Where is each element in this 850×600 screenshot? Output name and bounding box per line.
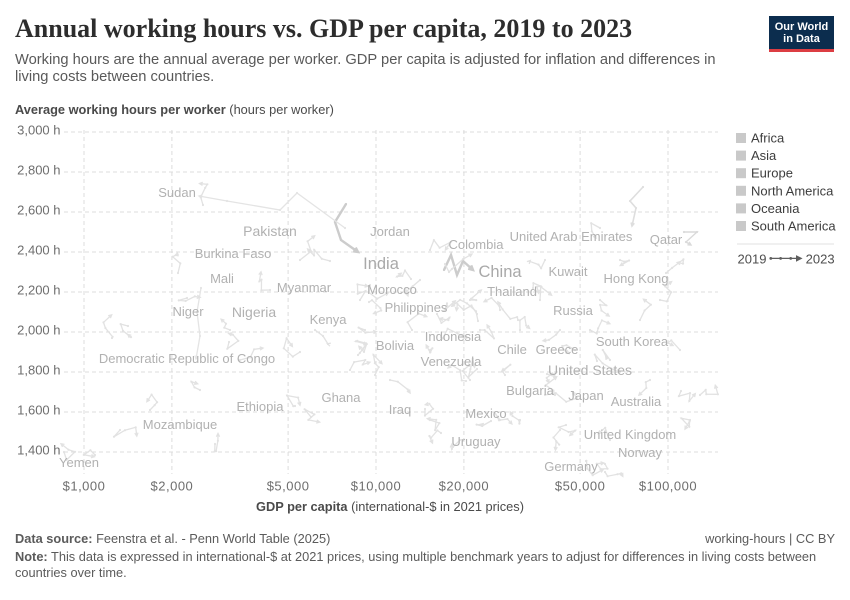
svg-text:Sudan: Sudan bbox=[158, 185, 196, 200]
svg-text:Russia: Russia bbox=[553, 303, 594, 318]
svg-text:Hong Kong: Hong Kong bbox=[603, 271, 668, 286]
svg-text:Mexico: Mexico bbox=[465, 406, 506, 421]
svg-text:Colombia: Colombia bbox=[449, 237, 505, 252]
svg-text:Bulgaria: Bulgaria bbox=[506, 383, 554, 398]
svg-text:Ghana: Ghana bbox=[321, 390, 361, 405]
svg-text:Burkina Faso: Burkina Faso bbox=[195, 246, 272, 261]
svg-text:Myanmar: Myanmar bbox=[277, 280, 332, 295]
svg-text:Pakistan: Pakistan bbox=[243, 223, 297, 239]
svg-text:1,800 h: 1,800 h bbox=[17, 363, 60, 378]
svg-text:Thailand: Thailand bbox=[487, 284, 537, 299]
svg-text:Venezuela: Venezuela bbox=[421, 354, 482, 369]
svg-text:2,000 h: 2,000 h bbox=[17, 323, 60, 338]
svg-text:India: India bbox=[363, 255, 400, 273]
svg-text:Niger: Niger bbox=[172, 304, 204, 319]
svg-text:Africa: Africa bbox=[751, 131, 785, 146]
svg-text:$100,000: $100,000 bbox=[639, 479, 697, 494]
svg-text:2,200 h: 2,200 h bbox=[17, 283, 60, 298]
svg-text:South America: South America bbox=[751, 219, 836, 234]
svg-text:Kenya: Kenya bbox=[310, 312, 348, 327]
svg-text:Nigeria: Nigeria bbox=[232, 304, 277, 320]
svg-text:Japan: Japan bbox=[568, 388, 603, 403]
svg-text:Oceania: Oceania bbox=[751, 201, 800, 216]
svg-text:Norway: Norway bbox=[618, 445, 663, 460]
svg-text:United States: United States bbox=[548, 362, 632, 378]
svg-text:Democratic Republic of Congo: Democratic Republic of Congo bbox=[99, 351, 275, 366]
svg-text:$10,000: $10,000 bbox=[351, 479, 402, 494]
svg-text:North America: North America bbox=[751, 183, 834, 198]
svg-text:$5,000: $5,000 bbox=[267, 479, 310, 494]
svg-text:Bolivia: Bolivia bbox=[376, 338, 415, 353]
svg-text:Morocco: Morocco bbox=[367, 282, 417, 297]
svg-text:Kuwait: Kuwait bbox=[548, 264, 587, 279]
svg-text:Indonesia: Indonesia bbox=[425, 329, 482, 344]
svg-text:Greece: Greece bbox=[536, 342, 579, 357]
svg-text:Australia: Australia bbox=[611, 394, 662, 409]
svg-text:Europe: Europe bbox=[751, 166, 793, 181]
svg-text:Asia: Asia bbox=[751, 148, 777, 163]
svg-text:United Arab Emirates: United Arab Emirates bbox=[510, 229, 633, 244]
svg-text:$20,000: $20,000 bbox=[439, 479, 490, 494]
svg-text:2023: 2023 bbox=[806, 252, 835, 267]
svg-text:Qatar: Qatar bbox=[650, 232, 683, 247]
svg-text:Chile: Chile bbox=[497, 342, 527, 357]
svg-text:Yemen: Yemen bbox=[59, 455, 99, 470]
svg-text:Ethiopia: Ethiopia bbox=[237, 399, 285, 414]
svg-text:Mozambique: Mozambique bbox=[143, 417, 217, 432]
svg-text:$2,000: $2,000 bbox=[151, 479, 194, 494]
svg-text:United Kingdom: United Kingdom bbox=[584, 427, 677, 442]
svg-text:Philippines: Philippines bbox=[385, 300, 448, 315]
svg-text:Jordan: Jordan bbox=[370, 224, 410, 239]
svg-text:2,400 h: 2,400 h bbox=[17, 243, 60, 258]
svg-text:2019: 2019 bbox=[738, 252, 767, 267]
svg-text:3,000 h: 3,000 h bbox=[17, 123, 60, 138]
svg-text:Mali: Mali bbox=[210, 271, 234, 286]
svg-text:2,600 h: 2,600 h bbox=[17, 203, 60, 218]
svg-text:2,800 h: 2,800 h bbox=[17, 163, 60, 178]
svg-text:Average working hours per work: Average working hours per worker (hours … bbox=[15, 102, 334, 117]
svg-text:Germany: Germany bbox=[544, 459, 598, 474]
svg-text:GDP per capita (international-: GDP per capita (international-$ in 2021 … bbox=[256, 499, 524, 514]
svg-text:1,600 h: 1,600 h bbox=[17, 403, 60, 418]
svg-text:Uruguay: Uruguay bbox=[451, 434, 501, 449]
svg-text:China: China bbox=[478, 263, 522, 281]
svg-text:1,400 h: 1,400 h bbox=[17, 443, 60, 458]
svg-text:$50,000: $50,000 bbox=[555, 479, 606, 494]
svg-text:South Korea: South Korea bbox=[596, 334, 669, 349]
svg-text:$1,000: $1,000 bbox=[63, 479, 106, 494]
svg-text:Iraq: Iraq bbox=[389, 402, 411, 417]
